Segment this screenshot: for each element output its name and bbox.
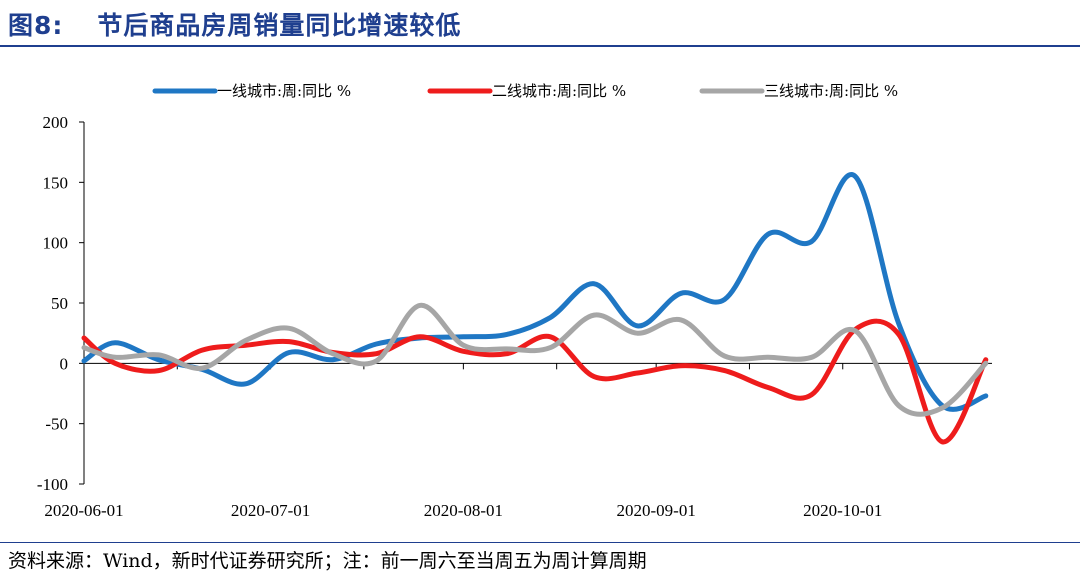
data-point (156, 368, 161, 373)
data-point (330, 351, 335, 356)
data-point (113, 340, 118, 345)
y-tick-label: 0 (60, 354, 69, 373)
data-point (417, 334, 422, 339)
data-point (940, 406, 945, 411)
data-point (853, 174, 858, 179)
data-point (504, 351, 509, 356)
data-point (461, 334, 466, 339)
y-tick-label: -100 (37, 475, 68, 494)
data-point (374, 342, 379, 347)
y-tick-label: -50 (45, 415, 68, 434)
data-point (679, 317, 684, 322)
data-point (896, 321, 901, 326)
data-point (287, 326, 292, 331)
data-point (504, 332, 509, 337)
data-point (722, 368, 727, 373)
data-point (287, 350, 292, 355)
data-point (679, 363, 684, 368)
data-point (722, 354, 727, 359)
data-point (82, 358, 87, 363)
x-tick-label: 2020-08-01 (424, 501, 503, 520)
x-tick-label: 2020-10-01 (803, 501, 882, 520)
data-point (548, 345, 553, 350)
figure-title-bar: 图8: 节后商品房周销量同比增速较低 (8, 6, 461, 42)
data-point (82, 345, 87, 350)
data-point (940, 439, 945, 444)
data-point (983, 361, 988, 366)
y-tick-label: 150 (43, 173, 69, 192)
data-point (461, 343, 466, 348)
data-point (548, 315, 553, 320)
data-point (635, 331, 640, 336)
data-point (592, 281, 597, 286)
data-point (766, 232, 771, 237)
tier3-city-line (81, 302, 989, 417)
data-point (113, 355, 118, 360)
data-point (592, 313, 597, 318)
y-tick-label: 50 (51, 294, 68, 313)
figure-number: 图8: (8, 11, 64, 40)
data-point (243, 338, 248, 343)
x-tick-label: 2020-09-01 (617, 501, 696, 520)
data-point (679, 291, 684, 296)
series-3 (81, 302, 989, 417)
title-rule (0, 45, 1080, 47)
tier1-city-line (81, 172, 989, 412)
legend-label: 三线城市:周:同比 % (764, 82, 898, 100)
data-point (243, 381, 248, 386)
series-1 (81, 172, 989, 412)
data-point (809, 392, 814, 397)
data-point (809, 239, 814, 244)
x-tick-label: 2020-07-01 (231, 501, 310, 520)
data-point (417, 303, 422, 308)
data-point (722, 297, 727, 302)
axes: 200 150 100 50 0 -50 -100 2020-06-01 2020-07-01 2… (37, 113, 992, 520)
data-point (374, 351, 379, 356)
data-point (766, 385, 771, 390)
series-lines (81, 172, 989, 445)
data-point (330, 357, 335, 362)
data-point (766, 355, 771, 360)
legend-label: 一线城市:周:同比 % (217, 82, 351, 100)
data-point (635, 323, 640, 328)
source-rule (0, 542, 1080, 543)
data-point (156, 352, 161, 357)
legend-label: 二线城市:周:同比 % (492, 82, 626, 100)
series-2 (81, 318, 989, 445)
y-tick-label: 100 (43, 234, 69, 253)
tier2-city-line (81, 318, 989, 445)
data-point (374, 358, 379, 363)
data-point (504, 346, 509, 351)
data-point (896, 332, 901, 337)
figure-title: 节后商品房周销量同比增速较低 (97, 11, 462, 40)
data-point (896, 403, 901, 408)
data-point (592, 374, 597, 379)
data-point (200, 366, 205, 371)
data-point (200, 348, 205, 353)
data-point (983, 393, 988, 398)
data-point (635, 371, 640, 376)
x-tick-label: 2020-06-01 (44, 501, 123, 520)
legend: 一线城市:周:同比 % 二线城市:周:同比 % 三线城市:周:同比 % (152, 82, 898, 100)
y-tick-label: 200 (43, 113, 69, 132)
data-point (853, 328, 858, 333)
data-point (287, 339, 292, 344)
data-point (113, 361, 118, 366)
source-note: 资料来源：Wind，新时代证券研究所；注：前一周六至当周五为周计算周期 (8, 550, 647, 572)
data-point (156, 357, 161, 362)
data-point (809, 355, 814, 360)
data-point (548, 334, 553, 339)
data-point (82, 336, 87, 341)
data-point (461, 349, 466, 354)
